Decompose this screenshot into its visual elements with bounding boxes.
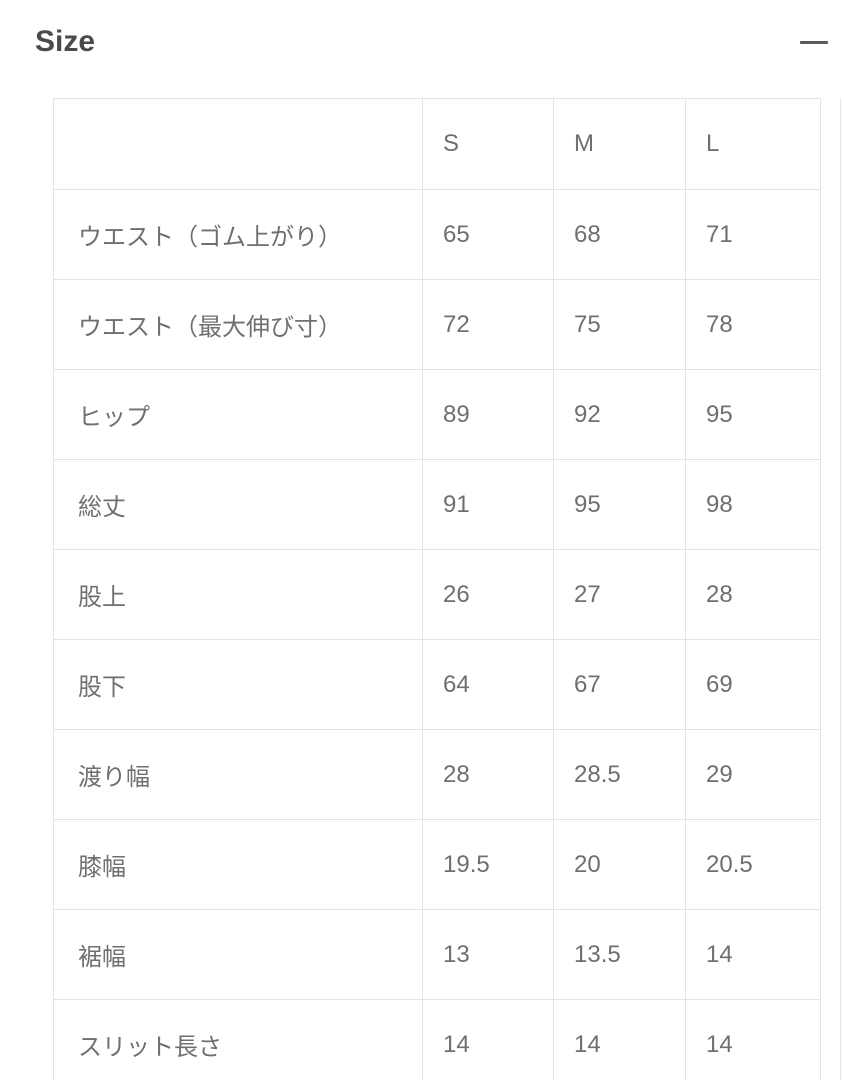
header-row: S M L bbox=[53, 98, 821, 190]
size-value: 89 bbox=[422, 369, 554, 460]
row-label: 総丈 bbox=[53, 459, 423, 550]
size-value: 19.5 bbox=[422, 819, 554, 910]
size-value: 28.5 bbox=[553, 729, 686, 820]
table-row: ウエスト（最大伸び寸） 72 75 78 bbox=[53, 279, 821, 370]
size-value: 67 bbox=[553, 639, 686, 730]
size-value: 65 bbox=[422, 189, 554, 280]
header-cell-size-m: M bbox=[553, 98, 686, 190]
size-value: 14 bbox=[685, 999, 821, 1080]
size-value: 75 bbox=[553, 279, 686, 370]
row-label: 裾幅 bbox=[53, 909, 423, 1000]
size-value: 98 bbox=[685, 459, 821, 550]
size-value: 13 bbox=[422, 909, 554, 1000]
size-value: 68 bbox=[553, 189, 686, 280]
table-row: 股上 26 27 28 bbox=[53, 549, 821, 640]
minus-icon bbox=[800, 40, 828, 44]
size-value: 29 bbox=[685, 729, 821, 820]
size-value: 20.5 bbox=[685, 819, 821, 910]
table-row: 総丈 91 95 98 bbox=[53, 459, 821, 550]
container-edge-divider bbox=[840, 98, 841, 1080]
size-section-header: Size bbox=[0, 0, 844, 70]
size-table-body: ウエスト（ゴム上がり） 65 68 71 ウエスト（最大伸び寸） 72 75 78 ヒップ 89 9… bbox=[53, 189, 821, 1080]
size-value: 14 bbox=[685, 909, 821, 1000]
collapse-section-button[interactable] bbox=[792, 20, 836, 64]
size-value: 91 bbox=[422, 459, 554, 550]
table-row: 膝幅 19.5 20 20.5 bbox=[53, 819, 821, 910]
size-value: 14 bbox=[553, 999, 686, 1080]
size-value: 95 bbox=[553, 459, 686, 550]
table-row: 裾幅 13 13.5 14 bbox=[53, 909, 821, 1000]
size-value: 95 bbox=[685, 369, 821, 460]
row-label: 膝幅 bbox=[53, 819, 423, 910]
table-row: 渡り幅 28 28.5 29 bbox=[53, 729, 821, 820]
header-cell-blank bbox=[53, 98, 423, 190]
row-label: スリット長さ bbox=[53, 999, 423, 1080]
row-label: ウエスト（ゴム上がり） bbox=[53, 189, 423, 280]
row-label: ヒップ bbox=[53, 369, 423, 460]
size-value: 28 bbox=[685, 549, 821, 640]
size-value: 64 bbox=[422, 639, 554, 730]
size-value: 20 bbox=[553, 819, 686, 910]
row-label: ウエスト（最大伸び寸） bbox=[53, 279, 423, 370]
table-row: ウエスト（ゴム上がり） 65 68 71 bbox=[53, 189, 821, 280]
size-value: 92 bbox=[553, 369, 686, 460]
size-value: 14 bbox=[422, 999, 554, 1080]
size-value: 27 bbox=[553, 549, 686, 640]
table-row: ヒップ 89 92 95 bbox=[53, 369, 821, 460]
row-label: 股上 bbox=[53, 549, 423, 640]
size-value: 72 bbox=[422, 279, 554, 370]
size-value: 26 bbox=[422, 549, 554, 640]
size-table-container: S M L ウエスト（ゴム上がり） 65 68 71 ウエスト（最大伸び寸） 72 75 78… bbox=[53, 98, 844, 1080]
header-cell-size-l: L bbox=[685, 98, 821, 190]
table-row: 股下 64 67 69 bbox=[53, 639, 821, 730]
row-label: 渡り幅 bbox=[53, 729, 423, 820]
size-table-head: S M L bbox=[53, 98, 821, 190]
header-cell-size-s: S bbox=[422, 98, 554, 190]
row-label: 股下 bbox=[53, 639, 423, 730]
size-value: 71 bbox=[685, 189, 821, 280]
size-value: 13.5 bbox=[553, 909, 686, 1000]
table-row: スリット長さ 14 14 14 bbox=[53, 999, 821, 1080]
size-value: 28 bbox=[422, 729, 554, 820]
size-value: 69 bbox=[685, 639, 821, 730]
size-table: S M L ウエスト（ゴム上がり） 65 68 71 ウエスト（最大伸び寸） 72 75 78… bbox=[53, 98, 821, 1080]
size-value: 78 bbox=[685, 279, 821, 370]
section-title: Size bbox=[35, 25, 96, 58]
